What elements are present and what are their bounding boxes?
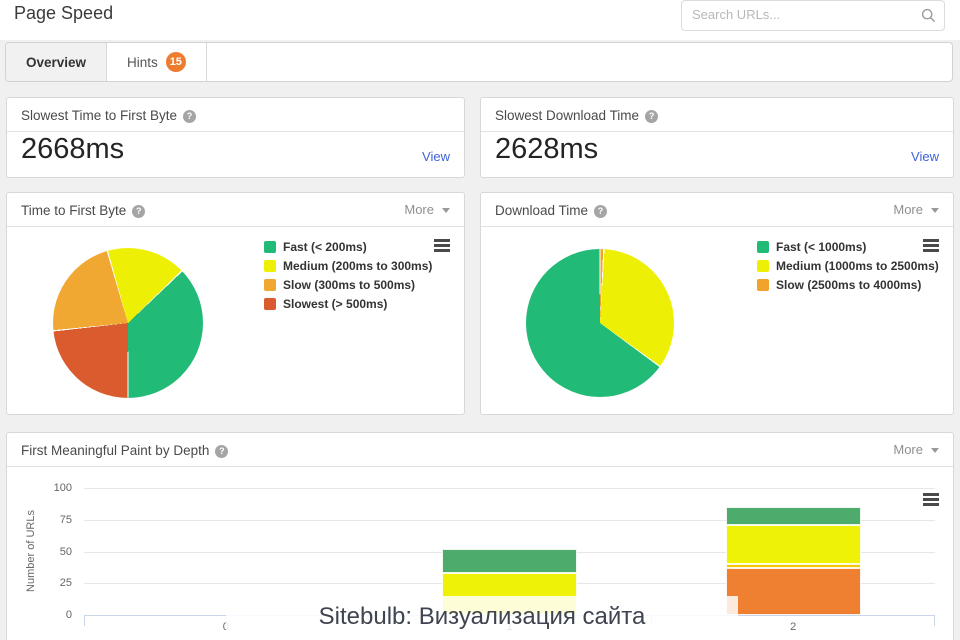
- legend-swatch-icon: [757, 278, 769, 291]
- legend-label: Medium (200ms to 300ms): [283, 258, 433, 273]
- page-title: Page Speed: [14, 3, 114, 23]
- y-tick-label: 75: [59, 513, 72, 526]
- y-tick-label: 100: [53, 482, 72, 494]
- bar-segment-slow[interactable]: [725, 564, 861, 568]
- x-axis-tick: [934, 615, 935, 626]
- more-button[interactable]: More: [893, 202, 923, 217]
- legend-label: Fast (< 200ms): [283, 239, 367, 254]
- legend-label: Slowest (> 500ms): [283, 296, 388, 311]
- card-header: Download Time? More: [481, 193, 953, 227]
- card-header: First Meaningful Paint by Depth? More: [7, 433, 953, 467]
- legend-item[interactable]: Slow (300ms to 500ms): [264, 275, 432, 294]
- stat-value: 2668ms: [21, 133, 125, 165]
- help-icon[interactable]: ?: [645, 110, 659, 123]
- x-axis-tick: [84, 615, 85, 626]
- x-tick-label: 0: [206, 621, 246, 633]
- gridline: [84, 519, 935, 521]
- legend-item[interactable]: Fast (< 1000ms): [757, 237, 939, 256]
- legend-swatch-icon: [264, 240, 276, 253]
- pie-chart-area: Fast (< 200ms) Medium (200ms to 300ms) Slo…: [7, 227, 464, 417]
- x-tick-label: 2: [790, 621, 797, 633]
- bar-segment-fast[interactable]: [725, 507, 861, 525]
- legend-item[interactable]: Slowest (> 500ms): [264, 294, 432, 313]
- search-icon[interactable]: [921, 8, 936, 23]
- help-icon[interactable]: ?: [183, 110, 197, 123]
- legend-label: Slow (2500ms to 4000ms): [776, 277, 922, 292]
- chevron-down-icon[interactable]: [442, 208, 450, 213]
- card-header: Slowest Time to First Byte?: [7, 98, 464, 132]
- top-header: Page Speed: [0, 0, 960, 40]
- watermark-text: Sitebulb: Визуализация сайта: [318, 603, 646, 630]
- bar-chart-area: Number of URLs 012 Sitebulb: Визуализаци…: [7, 467, 953, 640]
- watermark-overlay: Sitebulb: Визуализация сайта: [226, 596, 738, 640]
- chevron-down-icon[interactable]: [931, 208, 939, 213]
- gridline: [84, 488, 935, 489]
- bar-segment-slowest[interactable]: [725, 568, 861, 615]
- tab-overview-label: Overview: [26, 54, 87, 70]
- legend-swatch-icon: [757, 240, 769, 253]
- legend-label: Fast (< 1000ms): [776, 239, 867, 254]
- pie-legend: Fast (< 200ms) Medium (200ms to 300ms) Slo…: [264, 237, 432, 313]
- legend-item[interactable]: Fast (< 200ms): [264, 237, 432, 256]
- legend-swatch-icon: [264, 297, 276, 310]
- help-icon[interactable]: ?: [594, 205, 608, 218]
- chart-menu-icon[interactable]: [923, 239, 939, 254]
- pie-legend: Fast (< 1000ms) Medium (1000ms to 2500ms)…: [757, 237, 939, 294]
- legend-swatch-icon: [264, 278, 276, 291]
- legend-label: Slow (300ms to 500ms): [283, 277, 416, 292]
- card-title: Download Time: [495, 203, 589, 218]
- help-icon[interactable]: ?: [132, 205, 146, 218]
- download-time-pie-card: Download Time? More Fast (< 1000ms) Mediu…: [480, 192, 954, 415]
- view-link[interactable]: View: [911, 149, 939, 164]
- slowest-ttfb-card: Slowest Time to First Byte? 2668ms View: [6, 97, 465, 178]
- chart-menu-icon[interactable]: [434, 239, 450, 254]
- chart-menu-icon[interactable]: [923, 493, 939, 508]
- tab-hints-label: Hints: [127, 54, 158, 70]
- card-body: 2628ms View: [481, 132, 953, 174]
- hints-count-badge: 15: [165, 52, 186, 72]
- more-button[interactable]: More: [404, 202, 434, 217]
- help-icon[interactable]: ?: [215, 445, 229, 458]
- tab-hints[interactable]: Hints 15: [107, 43, 207, 81]
- legend-label: Medium (1000ms to 2500ms): [776, 258, 939, 273]
- card-title: Time to First Byte: [21, 203, 127, 218]
- chevron-down-icon[interactable]: [931, 448, 939, 453]
- search-input[interactable]: [682, 1, 917, 28]
- card-header: Time to First Byte? More: [7, 193, 464, 227]
- fmp-by-depth-card: First Meaningful Paint by Depth? More Nu…: [6, 432, 954, 640]
- y-tick-label: 0: [65, 609, 72, 621]
- tab-overview[interactable]: Overview: [6, 43, 108, 81]
- pie-chart-area: Fast (< 1000ms) Medium (1000ms to 2500ms)…: [481, 227, 953, 417]
- legend-item[interactable]: Medium (1000ms to 2500ms): [757, 256, 939, 275]
- download-time-pie-chart[interactable]: [526, 249, 674, 397]
- stat-value: 2628ms: [495, 133, 599, 165]
- card-title: Slowest Download Time: [495, 108, 640, 123]
- legend-swatch-icon: [264, 259, 276, 272]
- y-tick-label: 25: [59, 577, 72, 590]
- card-title: Slowest Time to First Byte: [21, 108, 178, 123]
- view-link[interactable]: View: [422, 149, 450, 164]
- card-body: 2668ms View: [7, 132, 464, 174]
- slowest-download-card: Slowest Download Time? 2628ms View: [480, 97, 954, 178]
- tab-bar: Overview Hints 15: [5, 42, 953, 82]
- bar-segment-fast[interactable]: [442, 548, 577, 574]
- ttfb-pie-chart[interactable]: [53, 248, 203, 398]
- bar-segment-medium[interactable]: [725, 524, 861, 565]
- ttfb-pie-card: Time to First Byte? More Fast (< 200ms) M…: [6, 192, 465, 415]
- y-tick-label: 50: [59, 545, 72, 558]
- legend-swatch-icon: [757, 259, 769, 272]
- more-button[interactable]: More: [893, 442, 923, 457]
- legend-item[interactable]: Medium (200ms to 300ms): [264, 256, 432, 275]
- card-title: First Meaningful Paint by Depth: [21, 443, 210, 458]
- card-header: Slowest Download Time?: [481, 98, 953, 132]
- search-box: [681, 0, 945, 31]
- legend-item[interactable]: Slow (2500ms to 4000ms): [757, 275, 939, 294]
